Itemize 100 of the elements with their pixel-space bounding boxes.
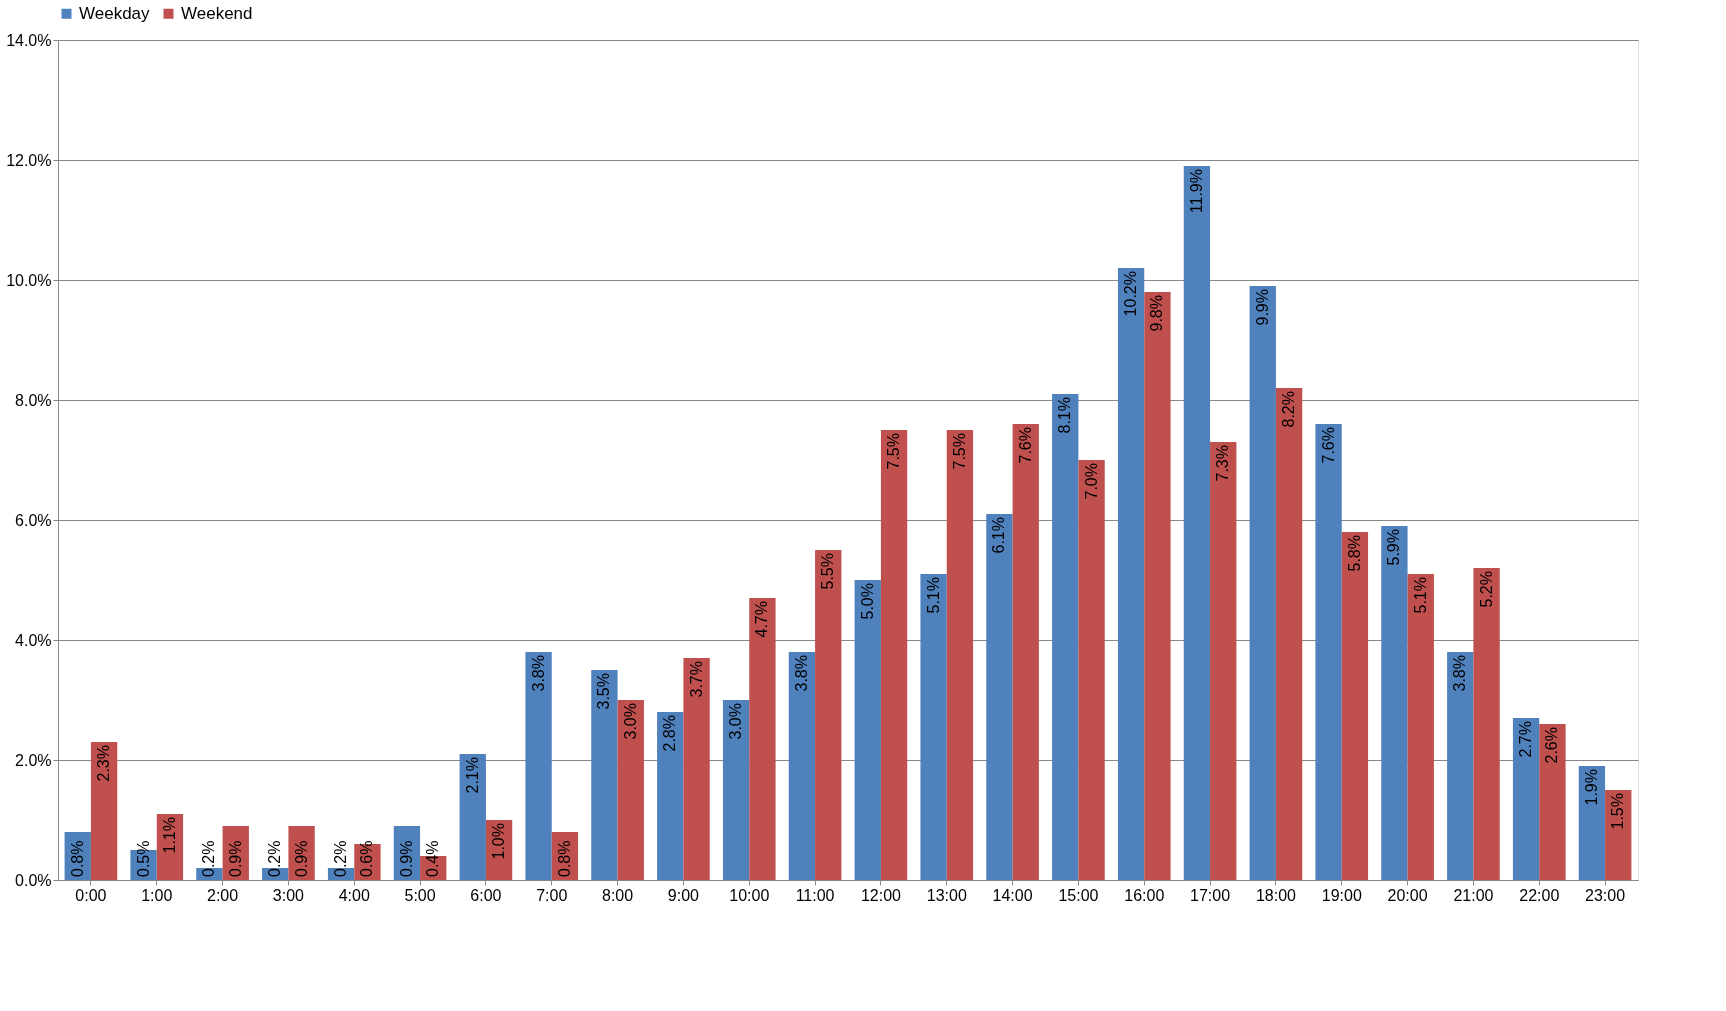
- bar: [1249, 286, 1276, 880]
- x-tick-label: 3:00: [272, 886, 305, 904]
- data-label: 5.8%: [1345, 535, 1363, 572]
- bar: [1275, 388, 1303, 880]
- bar: [525, 652, 552, 880]
- x-tick-label: 6:00: [470, 886, 502, 904]
- data-label: 7.6%: [1319, 427, 1337, 464]
- data-label: 4.7%: [753, 601, 771, 638]
- data-label: 7.3%: [1214, 445, 1232, 482]
- x-tick-label: 15:00: [1058, 886, 1099, 904]
- data-label: 5.9%: [1385, 529, 1403, 566]
- data-label: 2.8%: [661, 715, 679, 752]
- x-tick-label: 17:00: [1190, 886, 1231, 904]
- data-label: 3.0%: [727, 703, 745, 740]
- x-tick-label: 18:00: [1255, 886, 1297, 904]
- data-label: 3.8%: [1451, 655, 1469, 692]
- x-tick-label: 7:00: [536, 886, 568, 904]
- x-tick-label: 21:00: [1453, 886, 1494, 904]
- data-label: 0.9%: [226, 840, 244, 877]
- bar: [1539, 724, 1566, 880]
- data-label: 3.8%: [792, 655, 810, 692]
- data-label: 0.8%: [555, 840, 573, 877]
- data-label: 3.8%: [529, 655, 547, 692]
- bar: [1183, 166, 1211, 880]
- data-label: 3.0%: [621, 703, 639, 740]
- bar: [1605, 790, 1632, 880]
- data-label: 2.7%: [1517, 721, 1535, 758]
- data-label: 3.7%: [687, 661, 705, 698]
- data-label: 0.9%: [292, 840, 310, 877]
- bar: [1512, 718, 1540, 880]
- data-label: 1.9%: [1582, 769, 1600, 806]
- x-tick-label: 19:00: [1321, 886, 1362, 904]
- bar: [617, 700, 644, 880]
- x-tick-label: 1:00: [141, 886, 173, 904]
- data-label: 2.3%: [95, 745, 113, 782]
- bar: [1381, 526, 1408, 880]
- x-tick-label: 0:00: [75, 886, 107, 904]
- bar: [1078, 460, 1105, 880]
- bar: [459, 754, 486, 880]
- bar: [1473, 568, 1500, 880]
- data-label: 8.1%: [1056, 397, 1074, 434]
- bar: [1144, 292, 1171, 880]
- bar: [854, 580, 881, 880]
- y-tick-label: 10.0%: [6, 271, 52, 289]
- x-tick-label: 12:00: [860, 886, 902, 904]
- data-label: 0.9%: [397, 840, 415, 877]
- data-label: 0.8%: [68, 840, 86, 877]
- bar: [749, 598, 776, 880]
- bar: [1315, 424, 1342, 880]
- data-label: 11.9%: [1187, 169, 1205, 214]
- data-label: 2.1%: [463, 757, 481, 794]
- bar: [722, 700, 750, 880]
- bar: [880, 430, 908, 880]
- data-label: 2.6%: [1543, 727, 1561, 764]
- data-label: 0.5%: [134, 840, 152, 877]
- y-tick-label: 12.0%: [6, 151, 52, 169]
- data-label: 0.2%: [332, 840, 350, 877]
- bar: [90, 742, 118, 880]
- bar: [1578, 766, 1606, 880]
- bar: [591, 670, 618, 880]
- data-label: 3.5%: [595, 673, 613, 710]
- data-label: 1.0%: [490, 823, 508, 860]
- data-label: 0.2%: [266, 840, 284, 877]
- x-tick-label: 22:00: [1519, 886, 1560, 904]
- data-label: 10.2%: [1122, 271, 1140, 317]
- x-tick-label: 14:00: [992, 886, 1033, 904]
- bar: [657, 712, 684, 880]
- data-label: 0.4%: [424, 840, 442, 877]
- x-tick-label: 23:00: [1585, 886, 1626, 904]
- bar: [1052, 394, 1079, 880]
- x-tick-label: 13:00: [926, 886, 967, 904]
- data-label: 5.0%: [858, 583, 876, 620]
- data-label: 1.5%: [1609, 793, 1627, 830]
- y-tick-label: 4.0%: [15, 631, 52, 649]
- data-label: 1.1%: [160, 817, 178, 854]
- data-label: 5.2%: [1477, 571, 1495, 608]
- data-label: 7.6%: [1016, 427, 1034, 464]
- bar: [1012, 424, 1039, 880]
- x-tick-label: 9:00: [667, 886, 700, 904]
- y-tick-label: 14.0%: [6, 31, 52, 49]
- x-tick-label: 20:00: [1387, 886, 1428, 904]
- x-tick-label: 4:00: [338, 886, 370, 904]
- x-tick-label: 10:00: [729, 886, 770, 904]
- legend-label: Weekend: [181, 3, 253, 23]
- bar: [946, 430, 974, 880]
- data-label: 6.1%: [990, 517, 1008, 554]
- bar: [683, 658, 710, 880]
- bar: [1117, 268, 1145, 880]
- data-label: 7.5%: [885, 433, 903, 470]
- data-label: 7.0%: [1082, 463, 1100, 500]
- x-tick-label: 8:00: [602, 886, 634, 904]
- data-label: 9.9%: [1253, 289, 1271, 326]
- data-label: 0.6%: [358, 840, 376, 877]
- bar: [1447, 652, 1474, 880]
- bar: [1407, 574, 1434, 880]
- x-tick-label: 16:00: [1124, 886, 1165, 904]
- x-tick-label: 11:00: [795, 886, 835, 904]
- data-label: 5.1%: [1411, 577, 1429, 614]
- x-tick-label: 2:00: [207, 886, 239, 904]
- y-tick-label: 2.0%: [15, 751, 52, 769]
